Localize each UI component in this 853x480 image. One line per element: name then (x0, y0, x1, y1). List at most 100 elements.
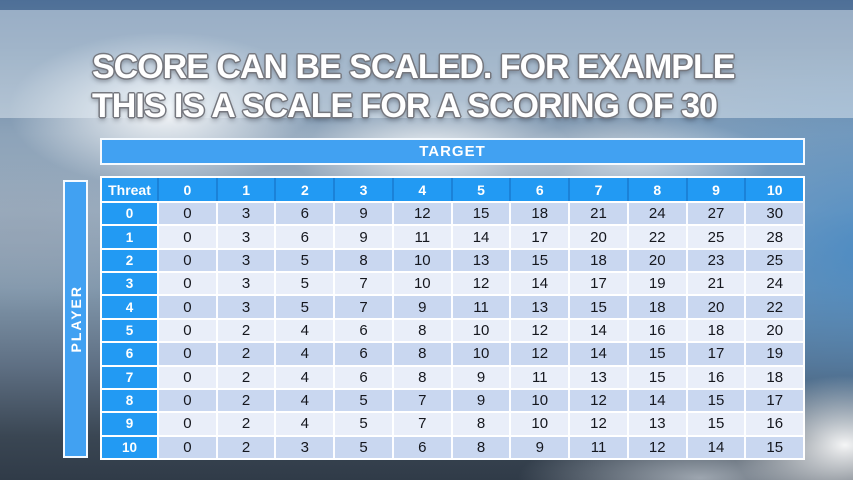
target-header-bar: TARGET (100, 138, 805, 165)
table-row: 8 0 2 4 5 7 9 10 12 14 15 17 (102, 387, 804, 412)
score-cell: 9 (333, 203, 392, 225)
target-label: TARGET (419, 143, 486, 160)
score-cell: 19 (744, 343, 804, 365)
score-cell: 4 (274, 413, 334, 435)
score-cell: 14 (626, 389, 686, 412)
score-cell: 25 (744, 249, 804, 272)
score-cell: 15 (685, 413, 745, 435)
score-cell: 12 (568, 413, 627, 435)
score-cell: 11 (568, 436, 627, 458)
column-header: 2 (274, 178, 334, 201)
score-cell: 14 (450, 226, 510, 248)
row-header: 10 (102, 436, 157, 458)
score-cell: 5 (274, 249, 334, 272)
score-cell: 18 (685, 319, 745, 342)
score-cell: 17 (744, 389, 804, 412)
score-cell: 5 (274, 296, 334, 318)
score-cell: 9 (450, 389, 510, 412)
score-cell: 17 (685, 343, 745, 365)
score-cell: 27 (685, 203, 745, 225)
score-cell: 15 (626, 343, 686, 365)
score-cell: 13 (568, 366, 627, 388)
row-header: 8 (102, 389, 157, 412)
score-cell: 4 (274, 366, 334, 388)
column-header: 5 (450, 178, 510, 201)
column-header: 8 (626, 178, 686, 201)
score-cell: 28 (744, 226, 804, 248)
score-cell: 3 (215, 226, 275, 248)
threat-corner-label: Threat (102, 178, 157, 201)
score-cell: 25 (685, 226, 745, 248)
table-row: 0 0 3 6 9 12 15 18 21 24 27 30 (102, 201, 804, 225)
score-cell: 21 (685, 273, 745, 295)
score-cell: 8 (450, 413, 510, 435)
score-cell: 18 (626, 296, 686, 318)
score-cell: 15 (509, 249, 569, 272)
score-cell: 9 (509, 436, 569, 458)
score-cell: 17 (568, 273, 627, 295)
score-cell: 10 (391, 249, 451, 272)
row-header: 9 (102, 413, 157, 435)
score-cell: 7 (333, 273, 392, 295)
score-cell: 17 (509, 226, 569, 248)
score-cell: 10 (450, 319, 510, 342)
score-cell: 8 (333, 249, 392, 272)
score-cell: 14 (685, 436, 745, 458)
table-header-row: Threat 0 1 2 3 4 5 6 7 8 9 10 (102, 178, 804, 201)
player-header-bar: PLAYER (63, 180, 88, 458)
row-header: 1 (102, 226, 157, 248)
score-cell: 20 (744, 319, 804, 342)
score-cell: 0 (157, 389, 216, 412)
score-cell: 3 (215, 273, 275, 295)
score-cell: 10 (391, 273, 451, 295)
row-header: 6 (102, 343, 157, 365)
column-header: 7 (568, 178, 627, 201)
score-cell: 24 (744, 273, 804, 295)
score-cell: 0 (157, 366, 216, 388)
score-cell: 20 (626, 249, 686, 272)
score-cell: 5 (333, 389, 392, 412)
score-cell: 22 (626, 226, 686, 248)
score-cell: 15 (744, 436, 804, 458)
table-row: 5 0 2 4 6 8 10 12 14 16 18 20 (102, 317, 804, 342)
score-cell: 2 (215, 343, 275, 365)
score-cell: 2 (215, 319, 275, 342)
score-cell: 10 (450, 343, 510, 365)
score-cell: 3 (215, 296, 275, 318)
column-header: 4 (391, 178, 451, 201)
score-cell: 15 (685, 389, 745, 412)
score-cell: 0 (157, 319, 216, 342)
score-cell: 9 (450, 366, 510, 388)
score-cell: 24 (626, 203, 686, 225)
score-cell: 6 (333, 366, 392, 388)
column-header: 6 (509, 178, 569, 201)
score-cell: 6 (391, 436, 451, 458)
score-cell: 18 (509, 203, 569, 225)
score-cell: 22 (744, 296, 804, 318)
table-row: 2 0 3 5 8 10 13 15 18 20 23 25 (102, 247, 804, 272)
table-row: 6 0 2 4 6 8 10 12 14 15 17 19 (102, 341, 804, 365)
score-cell: 0 (157, 273, 216, 295)
score-cell: 12 (509, 319, 569, 342)
title-line-2: THIS IS A SCALE FOR A SCORING OF 30 (92, 87, 718, 125)
score-cell: 13 (509, 296, 569, 318)
score-cell: 10 (509, 389, 569, 412)
score-cell: 4 (274, 343, 334, 365)
score-cell: 14 (509, 273, 569, 295)
score-cell: 14 (568, 343, 627, 365)
row-header: 4 (102, 296, 157, 318)
row-header: 0 (102, 203, 157, 225)
score-cell: 8 (391, 319, 451, 342)
score-cell: 3 (215, 249, 275, 272)
score-cell: 18 (744, 366, 804, 388)
score-cell: 18 (568, 249, 627, 272)
score-cell: 6 (333, 343, 392, 365)
score-cell: 0 (157, 436, 216, 458)
title-overlay: SCORE CAN BE SCALED. FOR EXAMPLE THIS IS… (0, 10, 853, 125)
score-cell: 13 (450, 249, 510, 272)
score-cell: 12 (568, 389, 627, 412)
score-cell: 7 (333, 296, 392, 318)
score-cell: 23 (685, 249, 745, 272)
score-cell: 5 (333, 413, 392, 435)
